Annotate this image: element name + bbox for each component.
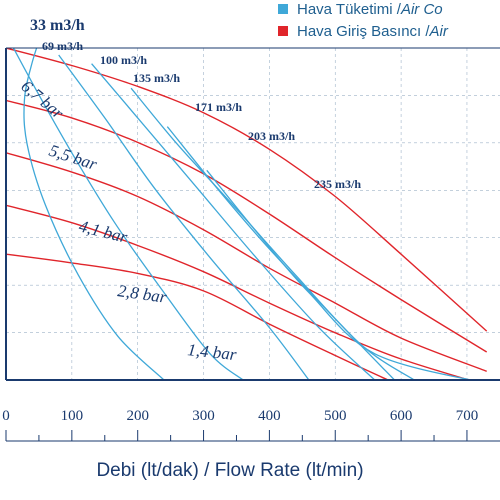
consumption-curve-203-m3-h — [166, 126, 395, 380]
consumption-curve-100-m3-h — [58, 54, 310, 380]
air-consumption-swatch — [278, 4, 288, 14]
x-axis-label: Debi (lt/dak) / Flow Rate (lt/min) — [96, 460, 363, 481]
x-tick-label: 300 — [192, 408, 215, 424]
consumption-curve-135-m3-h — [91, 63, 376, 380]
x-tick-label: 200 — [126, 408, 149, 424]
pressure-curve-6-7-bar — [6, 48, 488, 332]
pressure-label: 2,8 bar — [116, 281, 168, 307]
consumption-curve-33-m3-h — [23, 48, 165, 380]
pressure-curve-2-8-bar — [6, 204, 472, 380]
pressure-label: 1,4 bar — [187, 340, 238, 364]
consumption-label: 100 m3/h — [100, 53, 147, 67]
inlet-pressure-swatch — [278, 26, 288, 36]
x-tick-label: 500 — [324, 408, 347, 424]
pressure-curve-5-5-bar — [6, 99, 488, 353]
chart-grid — [5, 47, 500, 381]
legend-item-inlet-pressure: Hava Giriş Basıncı / Air — [278, 22, 448, 40]
consumption-label: 203 m3/h — [248, 129, 295, 143]
pressure-curve-4-1-bar — [6, 152, 487, 372]
legend-label-en: Air Co — [400, 0, 443, 18]
x-tick-label: 100 — [61, 408, 84, 424]
x-axis-ticks: 0 100 200 300 400 500 600 700 — [2, 408, 500, 442]
consumption-label: 235 m3/h — [314, 177, 361, 191]
x-tick-label: 400 — [258, 408, 281, 424]
consumption-label: 69 m3/h — [42, 39, 83, 53]
legend-label-tr: Hava Giriş Basıncı / — [297, 22, 430, 40]
x-tick-label: 700 — [456, 408, 479, 424]
pressure-label: 4,1 bar — [77, 216, 130, 246]
consumption-label: 171 m3/h — [195, 100, 242, 114]
air-consumption-series — [12, 48, 475, 380]
inlet-pressure-series — [6, 48, 488, 380]
x-tick-label: 600 — [390, 408, 413, 424]
plot-frame — [5, 47, 500, 381]
pressure-label: 5,5 bar — [47, 141, 100, 174]
consumption-curve-235-m3-h — [206, 169, 475, 380]
legend-item-air-consumption: Hava Tüketimi / Air Co — [278, 0, 443, 18]
consumption-curve-69-m3-h — [12, 48, 244, 380]
x-tick-label: 0 — [2, 408, 10, 424]
consumption-label: 135 m3/h — [133, 71, 180, 85]
legend-label-en: Air — [429, 22, 448, 40]
legend-label-tr: Hava Tüketimi / — [297, 0, 401, 18]
consumption-label: 33 m3/h — [30, 17, 85, 34]
